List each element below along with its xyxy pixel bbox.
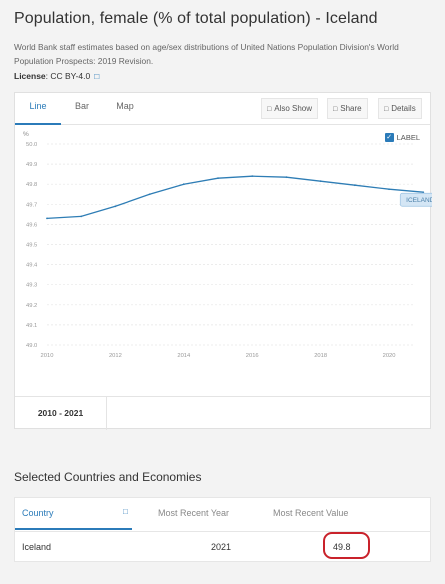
- range-row: 2010 - 2021: [15, 396, 430, 430]
- share-button[interactable]: □ Share: [327, 98, 368, 119]
- y-tick-label: 49.3: [26, 283, 37, 289]
- data-point: [182, 183, 185, 186]
- tab-map[interactable]: Map: [116, 101, 134, 111]
- data-point: [46, 217, 48, 220]
- y-tick-label: 49.4: [26, 263, 38, 269]
- x-tick-label: 2018: [314, 353, 327, 359]
- value-highlight-circle: [323, 532, 370, 559]
- column-header-country[interactable]: Country: [15, 498, 132, 530]
- y-tick-label: 49.7: [26, 202, 37, 208]
- tab-line[interactable]: Line: [15, 93, 61, 125]
- also-show-label: Also Show: [274, 104, 313, 113]
- share-label: Share: [340, 104, 362, 113]
- year-cell: 2021: [211, 542, 232, 552]
- label-toggle[interactable]: ✓ LABEL: [384, 133, 420, 142]
- share-icon: □: [333, 106, 338, 113]
- details-label: Details: [391, 104, 416, 113]
- license-info: License: CC BY-4.0 □: [14, 71, 99, 81]
- x-tick-label: 2010: [41, 353, 54, 359]
- series-label: ICELAND: [406, 197, 432, 204]
- series-label-box: [399, 192, 432, 207]
- license-label: License: [14, 71, 46, 81]
- data-point: [422, 191, 425, 194]
- data-point: [353, 184, 356, 187]
- y-tick-label: 49.2: [26, 303, 37, 309]
- line-chart: % 50.0 49.9 49.8 49.7 49.6 49.5 49.4 49.3 49.2 49.…: [23, 131, 432, 359]
- column-header-value[interactable]: Most Recent Value: [273, 508, 349, 518]
- external-link-icon[interactable]: □: [94, 71, 100, 81]
- table-row: Iceland 2021 49.8: [15, 531, 430, 562]
- countries-table: Country □ Most Recent Year Most Recent V…: [14, 497, 431, 562]
- y-tick-label: 49.5: [26, 243, 37, 249]
- page-title: Population, female (% of total populatio…: [14, 10, 378, 27]
- data-point: [80, 215, 83, 218]
- y-tick-label: 49.8: [26, 182, 37, 188]
- x-tick-label: 2012: [109, 353, 122, 359]
- section-title: Selected Countries and Economies: [14, 470, 202, 484]
- y-axis-unit: %: [23, 131, 29, 138]
- data-point: [319, 180, 322, 183]
- chart-card: Line Bar Map □ Also Show □ Share □ Details …: [14, 92, 432, 430]
- view-tabs: Line Bar Map □ Also Show □ Share □ Details: [15, 93, 430, 125]
- sort-icon[interactable]: □: [123, 507, 128, 516]
- x-tick-label: 2020: [383, 353, 396, 359]
- data-point: [114, 205, 117, 208]
- x-tick-label: 2016: [246, 353, 259, 359]
- indicator-description: World Bank staff estimates based on age/…: [14, 42, 399, 66]
- details-button[interactable]: □ Details: [378, 98, 422, 119]
- label-toggle-text: LABEL: [396, 133, 420, 142]
- checkbox-icon[interactable]: ✓: [384, 133, 394, 142]
- data-point: [388, 188, 390, 191]
- data-point: [217, 177, 219, 180]
- country-cell[interactable]: Iceland: [22, 542, 52, 552]
- series-line: [46, 175, 424, 220]
- also-show-icon: □: [267, 106, 272, 113]
- data-point: [285, 176, 288, 179]
- x-tick-label: 2014: [177, 353, 191, 359]
- column-header-year[interactable]: Most Recent Year: [158, 508, 230, 518]
- y-tick-label: 49.9: [26, 162, 37, 168]
- data-point: [148, 193, 151, 196]
- tab-bar[interactable]: Bar: [74, 101, 89, 111]
- y-tick-label: 49.6: [26, 222, 37, 228]
- also-show-button[interactable]: □ Also Show: [261, 98, 319, 119]
- y-tick-label: 49.0: [26, 343, 37, 349]
- value-cell: 49.8: [333, 542, 351, 552]
- details-icon: □: [384, 106, 389, 113]
- license-value: : CC BY-4.0: [45, 71, 91, 81]
- y-tick-label: 50.0: [26, 142, 37, 148]
- y-tick-label: 49.1: [26, 323, 37, 329]
- data-point: [251, 175, 254, 178]
- year-range[interactable]: 2010 - 2021: [15, 397, 107, 430]
